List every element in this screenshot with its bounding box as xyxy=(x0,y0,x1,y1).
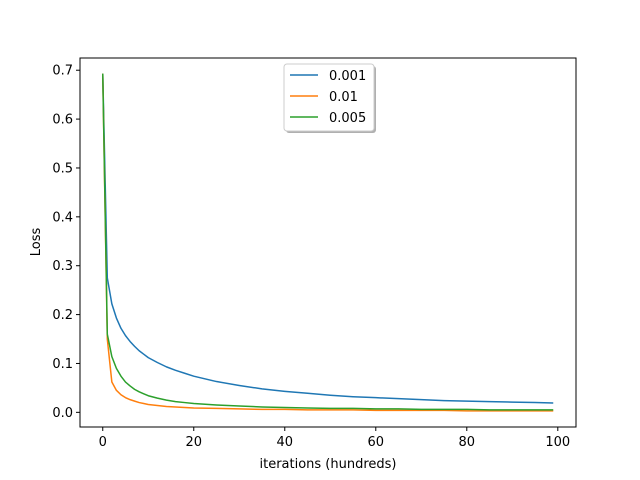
legend-label-2: 0.005 xyxy=(329,111,366,126)
y-tick-label: 0.7 xyxy=(52,64,73,79)
x-axis-label: iterations (hundreds) xyxy=(259,457,396,472)
series-line-2 xyxy=(102,73,554,411)
x-tick-label: 40 xyxy=(276,435,293,450)
legend-label-0: 0.001 xyxy=(329,69,366,84)
series-lines xyxy=(102,73,554,412)
y-axis-label: Loss xyxy=(29,228,44,257)
x-tick-label: 80 xyxy=(459,435,476,450)
y-tick-label: 0.1 xyxy=(52,357,73,372)
y-tick-label: 0.5 xyxy=(52,161,73,176)
x-tick-label: 100 xyxy=(545,435,570,450)
y-tick-label: 0.3 xyxy=(52,259,73,274)
y-tick-label: 0.4 xyxy=(52,210,73,225)
y-tick-label: 0.6 xyxy=(52,113,73,128)
legend-box xyxy=(283,63,375,132)
y-tick-label: 0.0 xyxy=(52,406,73,421)
legend-label-1: 0.01 xyxy=(329,90,358,105)
series-line-0 xyxy=(102,73,554,404)
legend: 0.001 0.01 0.005 xyxy=(283,63,376,133)
x-tick-label: 20 xyxy=(185,435,202,450)
axes: 0 20 40 60 80 100 0.0 0.1 0.2 0.3 0.4 0.5 0.6 0.7 xyxy=(52,64,570,450)
y-tick-label: 0.2 xyxy=(52,308,73,323)
series-line-1 xyxy=(102,73,554,412)
plot-frame xyxy=(79,57,577,428)
x-tick-label: 60 xyxy=(368,435,385,450)
x-tick-label: 0 xyxy=(99,435,107,450)
